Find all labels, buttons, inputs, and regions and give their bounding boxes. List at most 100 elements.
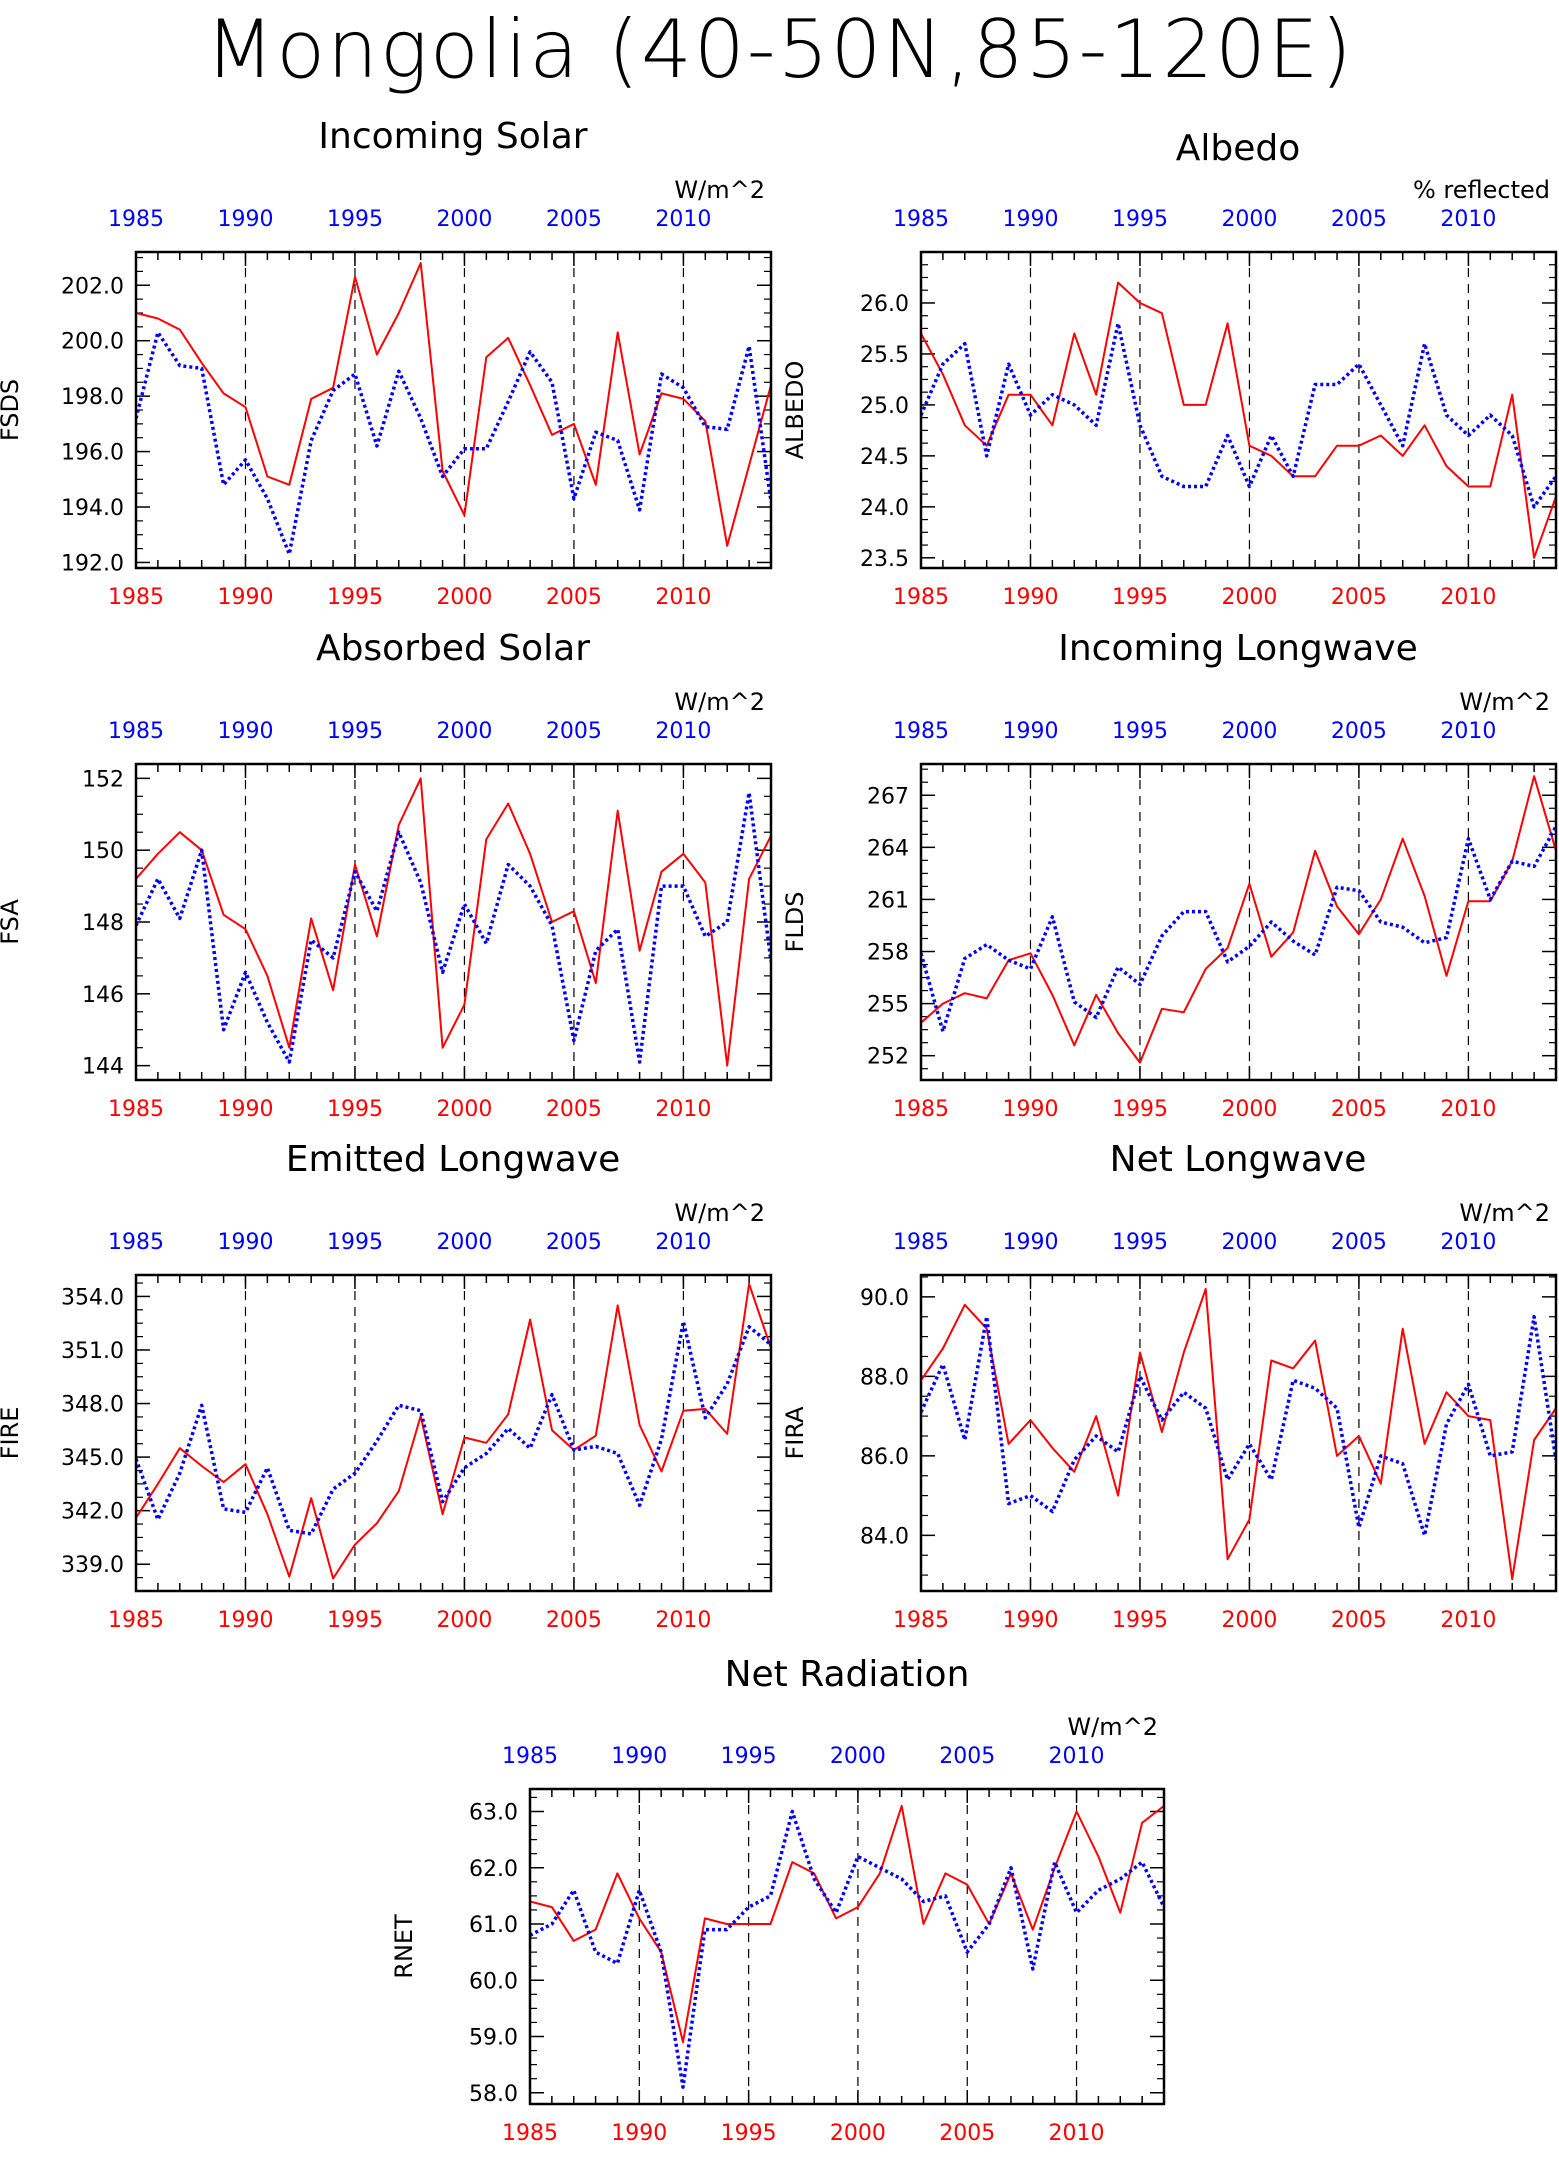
- series-line-blue-dotted: [136, 330, 771, 556]
- x-tick-label-top: 2000: [1221, 719, 1277, 744]
- plot-frame: [134, 250, 773, 570]
- x-tick-label-bottom: 2005: [1331, 1097, 1387, 1122]
- y-axis-label: FLDS: [781, 892, 809, 953]
- x-tick-label-bottom: 2005: [1331, 1608, 1387, 1633]
- y-tick-label: 264: [867, 836, 909, 861]
- y-tick-label: 23.5: [860, 547, 909, 572]
- y-tick-label: 88.0: [860, 1365, 909, 1390]
- x-tick-label-bottom: 1995: [721, 2121, 777, 2146]
- x-tick-label-bottom: 2005: [939, 2121, 995, 2146]
- y-tick-label: 144: [82, 1055, 124, 1080]
- y-tick-label: 150: [82, 839, 124, 864]
- x-tick-label-bottom: 2005: [546, 1608, 602, 1633]
- x-tick-label-top: 2000: [1221, 207, 1277, 232]
- y-tick-label: 255: [867, 993, 909, 1018]
- x-tick-label-bottom: 2005: [546, 585, 602, 610]
- x-tick-label-bottom: 1985: [502, 2121, 558, 2146]
- y-tick-label: 192.0: [61, 551, 124, 576]
- y-axis-label: FIRA: [781, 1406, 809, 1460]
- x-tick-label-bottom: 1985: [108, 1097, 164, 1122]
- series-line-blue-dotted: [136, 1319, 771, 1536]
- y-tick-label: 196.0: [61, 441, 124, 466]
- y-tick-label: 25.5: [860, 343, 909, 368]
- x-tick-label-bottom: 1985: [108, 585, 164, 610]
- series-line-red-solid: [136, 262, 771, 547]
- x-tick-label-top: 1995: [327, 1230, 383, 1255]
- x-tick-label-bottom: 1995: [1112, 585, 1168, 610]
- plot-frame: [919, 250, 1558, 570]
- y-tick-label: 60.0: [469, 1969, 518, 1994]
- x-tick-label-bottom: 1995: [327, 585, 383, 610]
- y-tick-label: 345.0: [61, 1446, 124, 1471]
- x-tick-label-top: 1995: [1112, 719, 1168, 744]
- x-tick-label-top: 2010: [1440, 207, 1496, 232]
- x-tick-label-top: 2010: [655, 719, 711, 744]
- x-tick-label-top: 2005: [1331, 207, 1387, 232]
- x-tick-label-bottom: 1995: [327, 1608, 383, 1633]
- x-tick-label-top: 1990: [217, 207, 273, 232]
- y-tick-label: 258: [867, 941, 909, 966]
- x-tick-label-bottom: 1995: [327, 1097, 383, 1122]
- plot-frame: [919, 762, 1558, 1082]
- chart-panel-fsa: Absorbed Solar W/m^2 FSA 1985 1985 1990 1990 19…: [0, 628, 773, 1122]
- chart-panel-albedo: Albedo % reflected ALBEDO 1985 1985 1990 1990 1…: [781, 128, 1558, 610]
- series-line-blue-dotted: [921, 825, 1556, 1034]
- x-tick-label-bottom: 1990: [217, 1097, 273, 1122]
- x-tick-label-bottom: 2000: [1221, 1097, 1277, 1122]
- series-line-red-solid: [136, 777, 771, 1067]
- chart-title: Absorbed Solar: [316, 628, 590, 669]
- x-tick-label-top: 2000: [436, 719, 492, 744]
- x-tick-label-bottom: 1985: [893, 1097, 949, 1122]
- y-tick-label: 90.0: [860, 1286, 909, 1311]
- y-tick-label: 342.0: [61, 1500, 124, 1525]
- x-tick-label-top: 2005: [1331, 1230, 1387, 1255]
- y-axis-label: FSA: [0, 899, 24, 945]
- y-tick-label: 25.0: [860, 394, 909, 419]
- x-tick-label-top: 2010: [1440, 1230, 1496, 1255]
- x-tick-label-bottom: 2010: [1049, 2121, 1105, 2146]
- chart-title: Incoming Longwave: [1058, 628, 1418, 669]
- x-tick-label-bottom: 2005: [1331, 585, 1387, 610]
- x-tick-label-top: 2005: [1331, 719, 1387, 744]
- x-tick-label-top: 1995: [1112, 1230, 1168, 1255]
- chart-panel-fira: Net Longwave W/m^2 FIRA 1985 1985 1990 1990 199…: [781, 1139, 1558, 1633]
- y-tick-label: 261: [867, 888, 909, 913]
- x-tick-label-top: 2000: [1221, 1230, 1277, 1255]
- x-tick-label-top: 1995: [327, 207, 383, 232]
- x-tick-label-top: 2005: [546, 1230, 602, 1255]
- units-label: W/m^2: [1067, 1713, 1158, 1741]
- x-tick-label-top: 2010: [1440, 719, 1496, 744]
- chart-title: Emitted Longwave: [286, 1139, 621, 1180]
- series-line-blue-dotted: [921, 1314, 1556, 1538]
- x-tick-label-bottom: 2005: [546, 1097, 602, 1122]
- y-tick-label: 24.0: [860, 496, 909, 521]
- x-tick-label-bottom: 1990: [1002, 1097, 1058, 1122]
- y-tick-label: 351.0: [61, 1339, 124, 1364]
- y-tick-label: 198.0: [61, 385, 124, 410]
- y-tick-label: 26.0: [860, 292, 909, 317]
- y-tick-label: 24.5: [860, 445, 909, 470]
- y-tick-label: 354.0: [61, 1285, 124, 1310]
- x-tick-label-bottom: 2000: [436, 585, 492, 610]
- x-tick-label-bottom: 2010: [655, 1608, 711, 1633]
- chart-panel-fsds: Incoming Solar W/m^2 FSDS 1985 1985 1990 1990 1…: [0, 116, 773, 610]
- x-tick-label-top: 1985: [893, 207, 949, 232]
- x-tick-label-bottom: 1985: [108, 1608, 164, 1633]
- x-tick-label-bottom: 2010: [1440, 1097, 1496, 1122]
- x-tick-label-top: 1995: [721, 1744, 777, 1769]
- chart-title: Albedo: [1176, 128, 1301, 169]
- x-tick-label-top: 2000: [830, 1744, 886, 1769]
- y-tick-label: 252: [867, 1045, 909, 1070]
- chart-panel-rnet: Net Radiation W/m^2 RNET 1985 1985 1990 1990 19…: [390, 1654, 1166, 2146]
- x-tick-label-bottom: 1990: [611, 2121, 667, 2146]
- x-tick-label-bottom: 2000: [830, 2121, 886, 2146]
- plot-frame: [134, 1273, 773, 1593]
- page-title: Mongolia (40-50N,85-120E): [205, 3, 1354, 96]
- chart-panel-flds: Incoming Longwave W/m^2 FLDS 1985 1985 1990 19…: [781, 628, 1558, 1122]
- y-tick-label: 86.0: [860, 1445, 909, 1470]
- x-tick-label-top: 2005: [546, 207, 602, 232]
- chart-title: Incoming Solar: [318, 116, 587, 157]
- x-tick-label-bottom: 2000: [436, 1608, 492, 1633]
- y-tick-label: 267: [867, 784, 909, 809]
- x-tick-label-bottom: 1995: [1112, 1097, 1168, 1122]
